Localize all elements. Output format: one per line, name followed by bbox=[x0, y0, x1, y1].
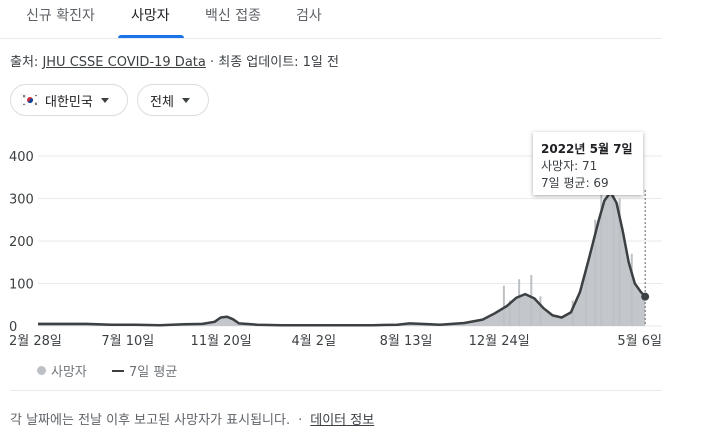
korea-flag-icon bbox=[21, 94, 39, 106]
chevron-down-icon bbox=[100, 97, 109, 103]
legend-deaths-label: 사망자 bbox=[51, 365, 87, 380]
tooltip-deaths: 사망자: 71 bbox=[541, 159, 598, 173]
scope-label: 전체 bbox=[150, 94, 174, 110]
legend-average-label: 7일 평균 bbox=[129, 365, 178, 380]
y-tick-label: 0 bbox=[9, 320, 17, 335]
y-tick-label: 100 bbox=[9, 278, 34, 293]
divider bbox=[10, 390, 662, 391]
legend-average: 7일 평균 bbox=[112, 361, 177, 380]
y-tick-label: 200 bbox=[9, 235, 34, 250]
active-tab-indicator bbox=[118, 35, 184, 38]
legend-line-icon bbox=[112, 369, 124, 372]
tab-tests[interactable]: 검사 bbox=[296, 8, 322, 24]
legend-deaths: 사망자 bbox=[37, 361, 87, 380]
region-dropdown[interactable]: 대한민국 bbox=[10, 84, 128, 116]
x-tick-label: 4월 2일 bbox=[291, 334, 336, 349]
y-tick-label: 400 bbox=[9, 150, 34, 165]
tab-vaccinations[interactable]: 백신 접종 bbox=[205, 8, 261, 24]
tooltip-average: 7일 평균: 69 bbox=[541, 176, 609, 190]
scope-dropdown[interactable]: 전체 bbox=[137, 84, 209, 116]
footer-note: 각 날짜에는 전날 이후 보고된 사망자가 표시됩니다. · 데이터 정보 bbox=[10, 409, 374, 428]
x-tick-label: 5월 6일 bbox=[617, 334, 662, 349]
source-updated: · 최종 업데이트: 1일 전 bbox=[205, 55, 339, 70]
tab-new-cases[interactable]: 신규 확진자 bbox=[26, 8, 95, 24]
legend-dot-icon bbox=[37, 366, 46, 375]
x-tick-label: 2월 28일 bbox=[9, 334, 62, 349]
deaths-area bbox=[38, 192, 646, 326]
tab-deaths[interactable]: 사망자 bbox=[131, 8, 170, 24]
highlight-point bbox=[641, 292, 650, 301]
x-tick-label: 7월 10일 bbox=[101, 334, 154, 349]
chart-tooltip: 2022년 5월 7일 사망자: 71 7일 평균: 69 bbox=[533, 132, 643, 195]
footer-text: 각 날짜에는 전날 이후 보고된 사망자가 표시됩니다. bbox=[10, 413, 291, 428]
average-line bbox=[38, 190, 647, 327]
y-tick-label: 300 bbox=[9, 193, 34, 208]
data-info-link[interactable]: 데이터 정보 bbox=[310, 413, 375, 428]
footer-separator: · bbox=[298, 413, 303, 428]
x-tick-label: 11월 20일 bbox=[191, 334, 252, 349]
chevron-down-icon bbox=[181, 97, 190, 103]
tooltip-date: 2022년 5월 7일 bbox=[541, 142, 633, 156]
source-link[interactable]: JHU CSSE COVID-19 Data bbox=[42, 55, 206, 70]
x-tick-label: 8월 13일 bbox=[380, 334, 433, 349]
x-tick-label: 12월 24일 bbox=[469, 334, 530, 349]
tab-bar: 신규 확진자 사망자 백신 접종 검사 bbox=[0, 0, 662, 39]
source-line: 출처: JHU CSSE COVID-19 Data · 최종 업데이트: 1일… bbox=[10, 51, 339, 70]
region-label: 대한민국 bbox=[45, 94, 93, 110]
source-prefix: 출처: bbox=[10, 55, 43, 70]
